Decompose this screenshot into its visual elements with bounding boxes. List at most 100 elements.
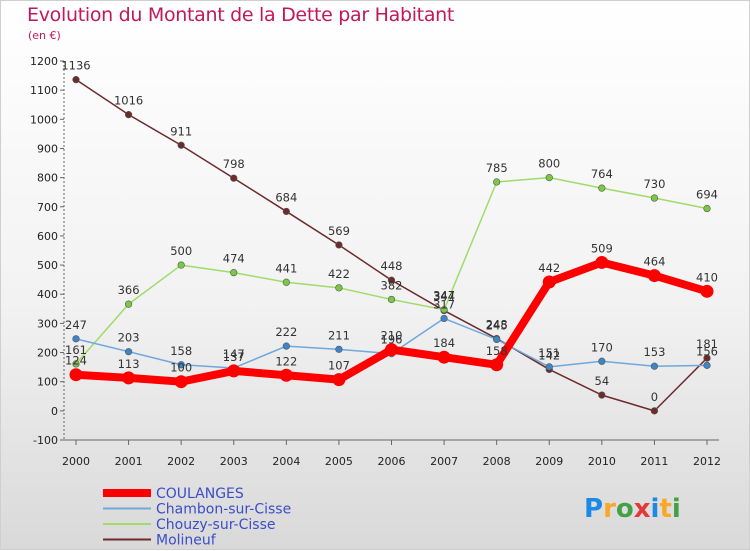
data-label: 245 (486, 318, 508, 332)
data-point (700, 284, 714, 298)
data-point (279, 368, 293, 382)
y-tick-label: 300 (37, 317, 58, 330)
x-tick-label: 2004 (272, 455, 300, 468)
data-point (124, 348, 133, 356)
data-point (650, 407, 659, 415)
legend: COULANGESChambon-sur-CisseChouzy-sur-Cis… (103, 486, 291, 549)
data-label: 442 (538, 261, 560, 275)
data-label: 248 (486, 318, 508, 332)
data-label: 464 (643, 255, 665, 269)
data-point (440, 306, 448, 314)
data-label: 124 (65, 354, 87, 368)
data-point (72, 360, 80, 368)
proxiti-logo: Proxiti (584, 494, 681, 524)
x-tick-label: 2005 (325, 455, 353, 468)
chart-subtitle: (en €) (28, 29, 61, 42)
data-point (650, 194, 659, 202)
data-label: 0 (651, 390, 658, 404)
data-point (703, 204, 711, 213)
y-tick-label: 1000 (30, 113, 58, 126)
data-point (335, 345, 343, 353)
data-label: 684 (275, 190, 297, 204)
y-tick-label: -100 (33, 434, 58, 447)
x-tick-label: 2011 (640, 455, 668, 468)
data-label: 410 (696, 270, 718, 284)
data-point (650, 362, 659, 370)
legend-label: Molineuf (156, 533, 217, 549)
y-tick-label: 800 (37, 172, 58, 185)
data-point (440, 314, 448, 323)
data-label: 247 (65, 318, 87, 332)
data-label: 181 (696, 337, 718, 351)
y-tick-label: 200 (37, 347, 58, 360)
legend-label: Chouzy-sur-Cisse (156, 517, 275, 533)
data-label: 422 (328, 267, 350, 281)
data-point (69, 368, 83, 382)
data-label: 161 (65, 343, 87, 357)
data-point (177, 141, 185, 149)
data-label: 347 (433, 289, 455, 303)
y-tick-label: 100 (37, 376, 58, 389)
data-label: 1136 (61, 59, 90, 73)
data-label: 151 (538, 346, 560, 360)
data-label: 158 (486, 344, 508, 358)
data-label: 137 (223, 350, 245, 364)
data-label: 107 (328, 359, 350, 373)
data-label: 730 (643, 177, 665, 191)
data-point (72, 335, 80, 343)
y-tick-label: 900 (37, 142, 58, 155)
legend-label: COULANGES (156, 486, 244, 502)
y-tick-label: 1200 (30, 55, 58, 68)
legend-label: Chambon-sur-Cisse (156, 502, 291, 518)
data-label: 798 (223, 157, 245, 171)
data-point (335, 241, 343, 249)
x-tick-label: 2001 (115, 455, 143, 468)
data-point (282, 278, 290, 286)
data-label: 344 (433, 290, 455, 304)
data-label: 142 (538, 348, 560, 362)
data-label: 441 (275, 261, 297, 275)
data-point (227, 364, 241, 378)
x-tick-label: 2002 (167, 455, 195, 468)
data-label: 785 (486, 161, 508, 175)
data-point (703, 354, 711, 362)
data-point (595, 255, 609, 269)
x-tick-label: 2010 (588, 455, 616, 468)
data-point (490, 358, 504, 372)
y-tick-label: 700 (37, 201, 58, 214)
data-point (124, 111, 133, 119)
data-label: 184 (433, 336, 455, 350)
data-label: 203 (118, 331, 140, 345)
data-label: 210 (381, 329, 403, 343)
x-tick-label: 2006 (378, 455, 406, 468)
data-point (598, 357, 606, 365)
data-point (124, 300, 133, 308)
data-label: 448 (381, 259, 403, 273)
y-tick-label: 400 (37, 288, 58, 301)
data-point (177, 361, 185, 369)
data-label: 500 (170, 244, 192, 258)
data-point (387, 295, 396, 304)
data-label: 196 (381, 333, 403, 347)
y-tick-label: 600 (37, 230, 58, 243)
data-point (230, 174, 238, 182)
data-point (72, 76, 80, 84)
data-label: 222 (275, 325, 297, 339)
data-label: 764 (591, 167, 613, 181)
data-point (598, 184, 606, 192)
data-point (122, 371, 136, 385)
x-tick-label: 2000 (62, 455, 90, 468)
data-point (335, 284, 343, 292)
data-point (545, 174, 553, 182)
data-label: 170 (591, 340, 613, 354)
data-label: 800 (538, 157, 560, 171)
y-tick-label: 500 (37, 259, 58, 272)
data-point (177, 261, 185, 269)
data-label: 211 (328, 328, 350, 342)
data-label: 1016 (114, 94, 143, 108)
data-label: 156 (696, 344, 718, 358)
data-label: 54 (595, 374, 610, 388)
data-label: 122 (275, 354, 297, 368)
